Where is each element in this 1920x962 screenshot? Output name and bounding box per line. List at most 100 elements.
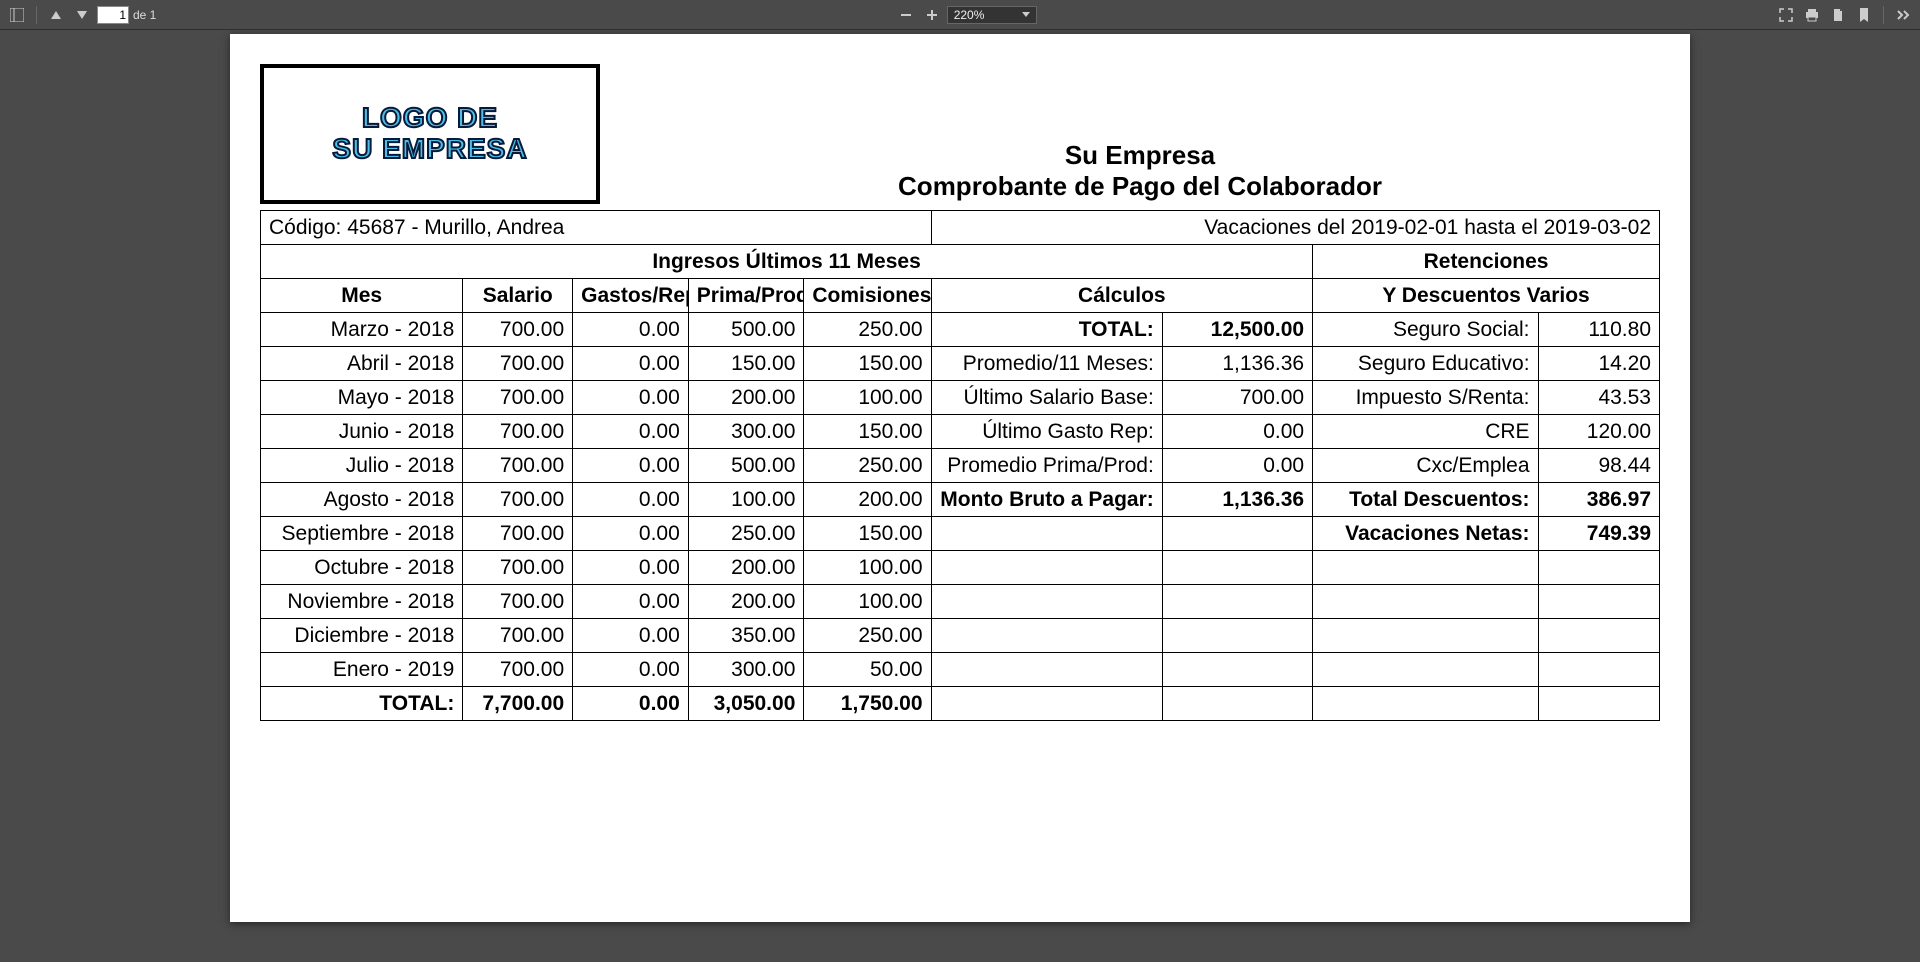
empty-cell — [1538, 687, 1659, 721]
calc-value: 1,136.36 — [1162, 347, 1312, 381]
empty-cell — [1162, 585, 1312, 619]
comisiones-cell: 250.00 — [804, 619, 931, 653]
ret-value: 386.97 — [1538, 483, 1659, 517]
total-label: TOTAL: — [261, 687, 463, 721]
mes-cell: Abril - 2018 — [261, 347, 463, 381]
empty-cell — [931, 653, 1162, 687]
ret-value: 120.00 — [1538, 415, 1659, 449]
salario-cell: 700.00 — [463, 517, 573, 551]
page-down-icon[interactable] — [71, 4, 93, 26]
col-ydescuentos: Y Descuentos Varios — [1313, 279, 1660, 313]
mes-cell: Marzo - 2018 — [261, 313, 463, 347]
page-count-label: de 1 — [133, 8, 156, 22]
calc-value: 0.00 — [1162, 415, 1312, 449]
ret-label: Total Descuentos: — [1313, 483, 1538, 517]
separator — [1883, 6, 1884, 24]
fullscreen-icon[interactable] — [1775, 4, 1797, 26]
ret-label: Seguro Educativo: — [1313, 347, 1538, 381]
empty-cell — [931, 619, 1162, 653]
vacaciones-cell: Vacaciones del 2019-02-01 hasta el 2019-… — [931, 211, 1659, 245]
gastos-cell: 0.00 — [573, 347, 689, 381]
mes-cell: Julio - 2018 — [261, 449, 463, 483]
ret-value: 98.44 — [1538, 449, 1659, 483]
salario-cell: 700.00 — [463, 313, 573, 347]
report-table: Código: 45687 - Murillo, Andrea Vacacion… — [260, 210, 1660, 721]
ret-label: Vacaciones Netas: — [1313, 517, 1538, 551]
section-ingresos: Ingresos Últimos 11 Meses — [261, 245, 1313, 279]
prima-cell: 200.00 — [688, 585, 804, 619]
download-icon[interactable] — [1827, 4, 1849, 26]
total-gastos: 0.00 — [573, 687, 689, 721]
chevron-down-icon — [1022, 12, 1030, 17]
mes-cell: Agosto - 2018 — [261, 483, 463, 517]
empty-cell — [1313, 551, 1538, 585]
salario-cell: 700.00 — [463, 415, 573, 449]
pdf-toolbar: de 1 220% — [0, 0, 1920, 30]
gastos-cell: 0.00 — [573, 653, 689, 687]
total-salario: 7,700.00 — [463, 687, 573, 721]
comisiones-cell: 100.00 — [804, 381, 931, 415]
total-comisiones: 1,750.00 — [804, 687, 931, 721]
salario-cell: 700.00 — [463, 619, 573, 653]
salario-cell: 700.00 — [463, 653, 573, 687]
page-number-input[interactable] — [97, 6, 129, 24]
empty-cell — [1538, 551, 1659, 585]
comisiones-cell: 200.00 — [804, 483, 931, 517]
empty-cell — [1162, 517, 1312, 551]
zoom-select[interactable]: 220% — [947, 6, 1037, 24]
prima-cell: 500.00 — [688, 449, 804, 483]
prima-cell: 150.00 — [688, 347, 804, 381]
zoom-value: 220% — [954, 8, 985, 22]
zoom-in-icon[interactable] — [921, 4, 943, 26]
codigo-cell: Código: 45687 - Murillo, Andrea — [261, 211, 932, 245]
empty-cell — [1162, 687, 1312, 721]
ret-label: Seguro Social: — [1313, 313, 1538, 347]
comisiones-cell: 100.00 — [804, 585, 931, 619]
mes-cell: Septiembre - 2018 — [261, 517, 463, 551]
prima-cell: 100.00 — [688, 483, 804, 517]
mes-cell: Mayo - 2018 — [261, 381, 463, 415]
bookmark-icon[interactable] — [1853, 4, 1875, 26]
ret-value: 14.20 — [1538, 347, 1659, 381]
prima-cell: 200.00 — [688, 551, 804, 585]
calc-label: Promedio/11 Meses: — [931, 347, 1162, 381]
calc-value: 1,136.36 — [1162, 483, 1312, 517]
comisiones-cell: 250.00 — [804, 313, 931, 347]
calc-label: TOTAL: — [931, 313, 1162, 347]
more-tools-icon[interactable] — [1892, 4, 1914, 26]
mes-cell: Diciembre - 2018 — [261, 619, 463, 653]
calc-label: Promedio Prima/Prod: — [931, 449, 1162, 483]
comisiones-cell: 100.00 — [804, 551, 931, 585]
empty-cell — [1313, 687, 1538, 721]
col-salario: Salario — [463, 279, 573, 313]
mes-cell: Junio - 2018 — [261, 415, 463, 449]
calc-value: 0.00 — [1162, 449, 1312, 483]
print-icon[interactable] — [1801, 4, 1823, 26]
empty-cell — [931, 585, 1162, 619]
salario-cell: 700.00 — [463, 483, 573, 517]
pdf-page: LOGO DE SU EMPRESA Su Empresa Comprobant… — [230, 34, 1690, 922]
calc-value: 700.00 — [1162, 381, 1312, 415]
salario-cell: 700.00 — [463, 551, 573, 585]
mes-cell: Noviembre - 2018 — [261, 585, 463, 619]
salario-cell: 700.00 — [463, 381, 573, 415]
col-gastos: Gastos/Rep — [573, 279, 689, 313]
mes-cell: Enero - 2019 — [261, 653, 463, 687]
calc-label: Monto Bruto a Pagar: — [931, 483, 1162, 517]
empty-cell — [1313, 653, 1538, 687]
page-up-icon[interactable] — [45, 4, 67, 26]
empty-cell — [1162, 551, 1312, 585]
col-calculos: Cálculos — [931, 279, 1313, 313]
calc-value: 12,500.00 — [1162, 313, 1312, 347]
ret-label: CRE — [1313, 415, 1538, 449]
gastos-cell: 0.00 — [573, 449, 689, 483]
salario-cell: 700.00 — [463, 347, 573, 381]
pdf-viewer[interactable]: LOGO DE SU EMPRESA Su Empresa Comprobant… — [0, 30, 1920, 962]
calc-label: Último Salario Base: — [931, 381, 1162, 415]
logo-line2: SU EMPRESA — [332, 134, 527, 165]
salario-cell: 700.00 — [463, 585, 573, 619]
gastos-cell: 0.00 — [573, 483, 689, 517]
sidebar-toggle-icon[interactable] — [6, 4, 28, 26]
zoom-out-icon[interactable] — [895, 4, 917, 26]
col-mes: Mes — [261, 279, 463, 313]
